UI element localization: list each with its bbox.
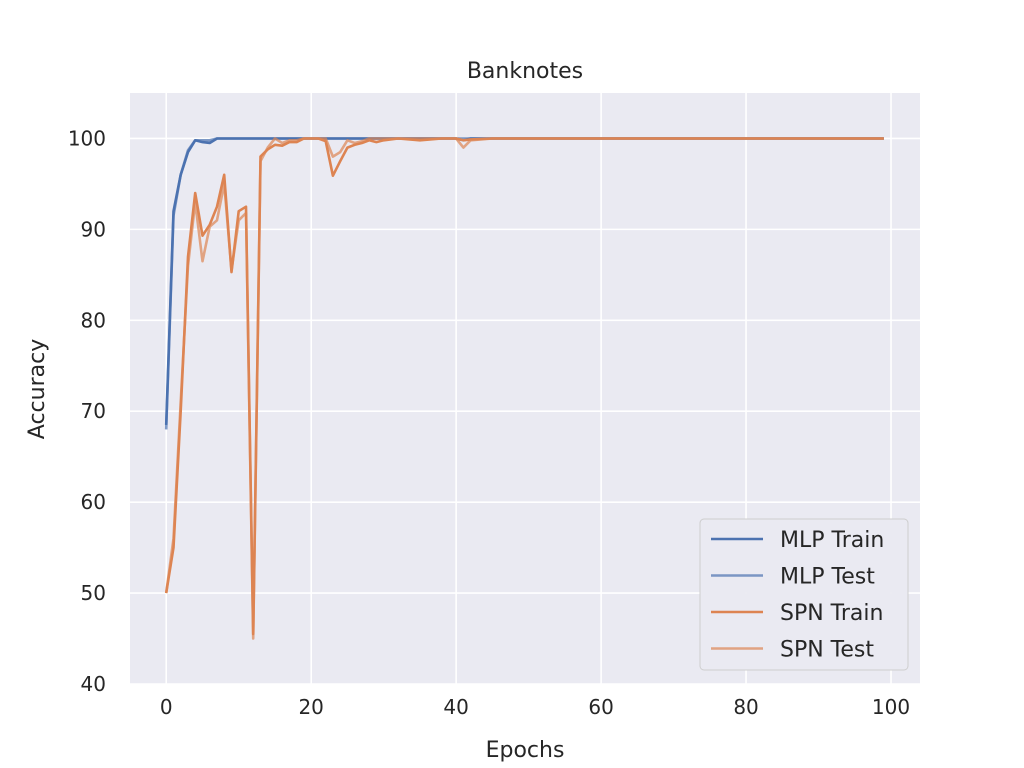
- legend-label: SPN Test: [780, 638, 874, 663]
- legend-label: SPN Train: [780, 601, 883, 626]
- x-axis-title: Epochs: [486, 738, 565, 763]
- series-line-spn-test: [164, 137, 884, 640]
- grid-lines: [130, 93, 920, 685]
- y-tick-label: 40: [81, 672, 106, 696]
- y-tick-label: 100: [68, 126, 106, 150]
- x-tick-label: 0: [160, 695, 173, 719]
- chart-title: Banknotes: [467, 59, 583, 84]
- x-tick-label: 20: [298, 695, 323, 719]
- legend-label: MLP Train: [780, 528, 884, 553]
- y-tick-label: 50: [81, 581, 106, 605]
- y-tick-labels: 40 50 60 70 80 90 100: [68, 126, 106, 696]
- y-tick-label: 70: [81, 399, 106, 423]
- x-tick-label: 60: [588, 695, 613, 719]
- legend-box: [699, 518, 909, 671]
- series-line-mlp-test: [164, 137, 884, 430]
- x-tick-label: 80: [733, 695, 758, 719]
- y-tick-label: 80: [81, 308, 106, 332]
- series-lines: [164, 137, 884, 640]
- legend-label: MLP Test: [780, 565, 875, 590]
- x-tick-label: 40: [443, 695, 468, 719]
- y-tick-label: 90: [81, 217, 106, 241]
- y-axis-title: Accuracy: [25, 339, 50, 439]
- y-tick-label: 60: [81, 490, 106, 514]
- legend: MLP Train MLP Test SPN Train SPN Test: [699, 518, 909, 671]
- x-tick-label: 100: [872, 695, 910, 719]
- x-tick-labels: 0 20 40 60 80 100: [160, 695, 910, 719]
